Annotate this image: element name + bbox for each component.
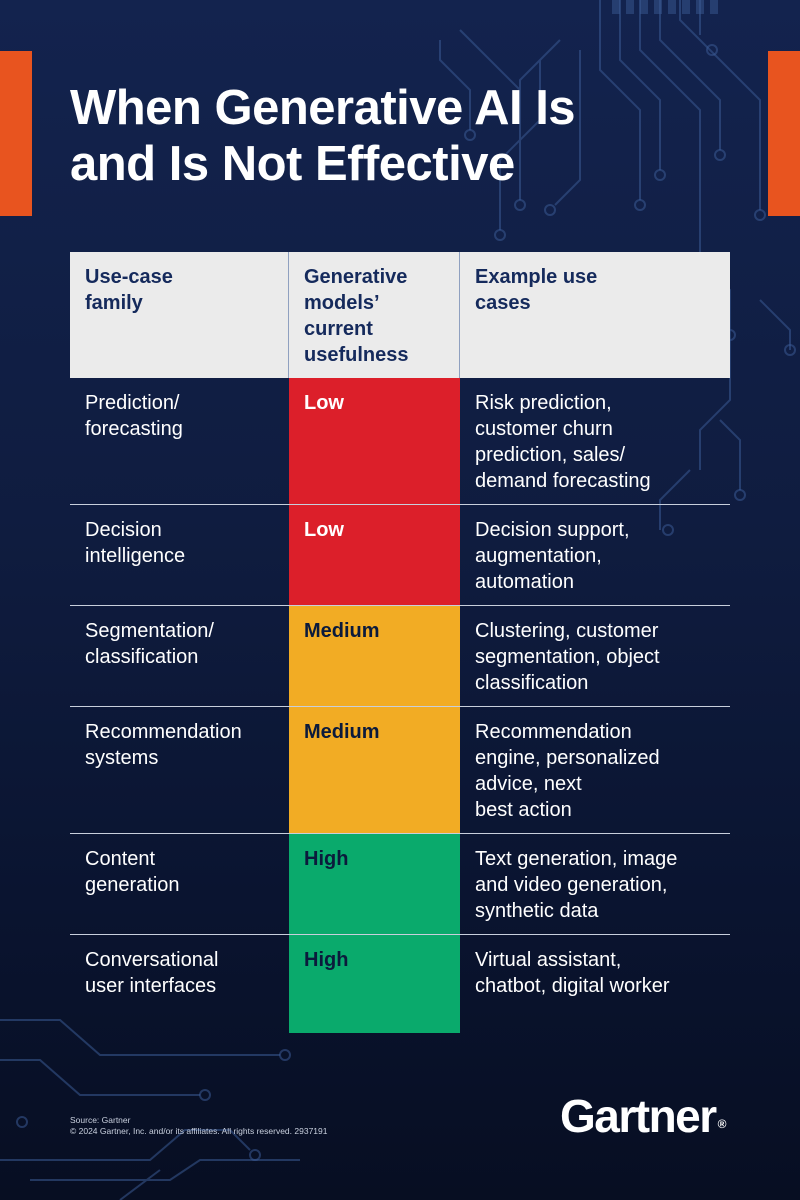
title-line-1: When Generative AI Is	[70, 81, 576, 135]
cell-line: classification	[85, 646, 199, 668]
usefulness-cell: Medium	[289, 707, 460, 833]
use-case-family-cell: Decision intelligence	[70, 505, 289, 605]
cell-line: Conversational	[85, 949, 219, 971]
header-example-use-cases: Example use cases	[460, 252, 730, 378]
registered-mark: ®	[717, 1117, 727, 1131]
usefulness-cell: High	[289, 935, 460, 1033]
cell-line: systems	[85, 747, 159, 769]
usefulness-cell: Low	[289, 378, 460, 504]
cell-line: customer churn	[475, 418, 613, 440]
cell-line: and video generation,	[475, 874, 668, 896]
example-use-cases-cell: Virtual assistant, chatbot, digital work…	[460, 935, 730, 1033]
cell-line: demand forecasting	[475, 470, 651, 492]
cell-line: Recommendation	[475, 721, 632, 743]
header-line: Generative	[304, 266, 408, 288]
header-line: cases	[475, 292, 531, 314]
title-line-2: and Is Not Effective	[70, 137, 515, 191]
copyright-text: © 2024 Gartner, Inc. and/or its affiliat…	[70, 1126, 328, 1136]
right-accent-bar	[768, 51, 800, 216]
cell-line: advice, next	[475, 773, 582, 795]
header-line: Example use	[475, 266, 598, 288]
cell-line: automation	[475, 571, 574, 593]
table-header-row: Use-case family Generative models’ curre…	[70, 252, 730, 378]
table-row: Decision intelligence Low Decision suppo…	[70, 505, 730, 606]
cell-line: Clustering, customer	[475, 620, 659, 642]
table-row: Prediction/ forecasting Low Risk predict…	[70, 378, 730, 505]
cell-line: best action	[475, 799, 572, 821]
cell-line: engine, personalized	[475, 747, 660, 769]
example-use-cases-cell: Risk prediction, customer churn predicti…	[460, 378, 730, 504]
cell-line: Decision	[85, 519, 162, 541]
example-use-cases-cell: Clustering, customer segmentation, objec…	[460, 606, 730, 706]
cell-line: prediction, sales/	[475, 444, 626, 466]
table-row: Recommendation systems Medium Recommenda…	[70, 707, 730, 834]
cell-line: forecasting	[85, 418, 183, 440]
example-use-cases-cell: Decision support, augmentation, automati…	[460, 505, 730, 605]
usefulness-table: Use-case family Generative models’ curre…	[70, 252, 730, 1033]
gartner-logo: Gartner ®	[560, 1088, 727, 1152]
cell-line: generation	[85, 874, 180, 896]
left-accent-bar	[0, 51, 32, 216]
use-case-family-cell: Conversational user interfaces	[70, 935, 289, 1033]
table-row: Conversational user interfaces High Virt…	[70, 935, 730, 1033]
cell-line: Recommendation	[85, 721, 242, 743]
cell-line: Segmentation/	[85, 620, 214, 642]
cell-line: Risk prediction,	[475, 392, 612, 414]
header-line: models’	[304, 292, 380, 314]
example-use-cases-cell: Text generation, image and video generat…	[460, 834, 730, 934]
table-row: Content generation High Text generation,…	[70, 834, 730, 935]
cell-line: user interfaces	[85, 975, 217, 997]
cell-line: Text generation, image	[475, 848, 678, 870]
use-case-family-cell: Prediction/ forecasting	[70, 378, 289, 504]
cell-line: Content	[85, 848, 156, 870]
cell-line: Virtual assistant,	[475, 949, 622, 971]
cell-line: Prediction/	[85, 392, 180, 414]
usefulness-cell: High	[289, 834, 460, 934]
cell-line: augmentation,	[475, 545, 602, 567]
header-line: usefulness	[304, 344, 409, 366]
usefulness-cell: Low	[289, 505, 460, 605]
example-use-cases-cell: Recommendation engine, personalized advi…	[460, 707, 730, 833]
cell-line: classification	[475, 672, 589, 694]
use-case-family-cell: Content generation	[70, 834, 289, 934]
header-line: current	[304, 318, 373, 340]
cell-line: synthetic data	[475, 900, 599, 922]
source-note: Source: Gartner © 2024 Gartner, Inc. and…	[70, 1115, 327, 1137]
cell-line: chatbot, digital worker	[475, 975, 670, 997]
page-title: When Generative AI Is and Is Not Effecti…	[70, 80, 730, 192]
header-use-case-family: Use-case family	[70, 252, 289, 378]
cell-line: Decision support,	[475, 519, 630, 541]
use-case-family-cell: Recommendation systems	[70, 707, 289, 833]
header-line: Use-case	[85, 266, 173, 288]
header-usefulness: Generative models’ current usefulness	[289, 252, 460, 378]
logo-text: Gartner	[560, 1090, 717, 1142]
use-case-family-cell: Segmentation/ classification	[70, 606, 289, 706]
source-text: Source: Gartner	[70, 1115, 131, 1125]
table-row: Segmentation/ classification Medium Clus…	[70, 606, 730, 707]
cell-line: intelligence	[85, 545, 186, 567]
cell-line: segmentation, object	[475, 646, 660, 668]
usefulness-cell: Medium	[289, 606, 460, 706]
header-line: family	[85, 292, 143, 314]
